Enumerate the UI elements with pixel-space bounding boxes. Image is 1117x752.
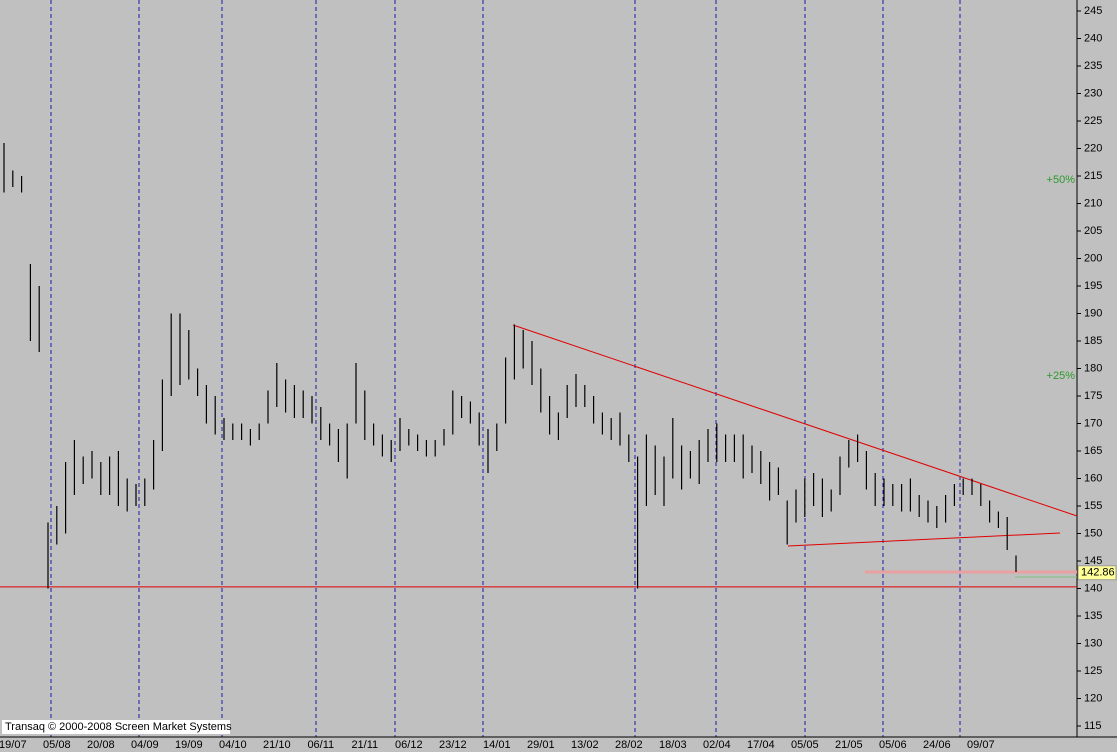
last-price-box	[1077, 565, 1117, 581]
y-tick-label: 120	[1084, 692, 1102, 704]
level-label: +50%	[1047, 174, 1076, 186]
x-tick-label: 06/12	[395, 739, 423, 751]
x-tick-label: 29/01	[527, 739, 555, 751]
y-tick-label: 135	[1084, 610, 1102, 622]
y-tick-label: 165	[1084, 445, 1102, 457]
x-tick-label: 23/12	[439, 739, 467, 751]
y-tick-label: 200	[1084, 252, 1102, 264]
watermark: Transaq © 2000-2008 Screen Market System…	[5, 721, 232, 733]
x-tick-label: 21/10	[263, 739, 291, 751]
y-tick-label: 185	[1084, 335, 1102, 347]
x-tick-label: 06/11	[307, 739, 334, 751]
x-tick-label: 02/04	[703, 739, 731, 751]
trend-line	[512, 324, 1078, 517]
x-tick-label: 18/03	[659, 739, 687, 751]
x-tick-label: 05/06	[879, 739, 907, 751]
y-tick-label: 145	[1084, 555, 1102, 567]
y-tick-label: 245	[1084, 5, 1102, 17]
x-tick-label: 04/09	[131, 739, 159, 751]
x-tick-label: 21/05	[835, 739, 863, 751]
y-tick-label: 140	[1084, 582, 1102, 594]
y-tick-label: 220	[1084, 142, 1102, 154]
x-tick-label: 05/08	[43, 739, 71, 751]
x-tick-label: 19/09	[175, 739, 203, 751]
last-price-label: 142.86	[1081, 567, 1115, 579]
trend-line	[787, 532, 1061, 547]
y-tick-label: 190	[1084, 307, 1102, 319]
x-tick-label: 24/06	[923, 739, 951, 751]
watermark-box	[2, 720, 230, 734]
x-tick-label: 05/05	[791, 739, 819, 751]
x-tick-label: 13/02	[571, 739, 599, 751]
y-tick-label: 150	[1084, 527, 1102, 539]
y-tick-label: 230	[1084, 87, 1102, 99]
x-tick-label: 28/02	[615, 739, 643, 751]
y-tick-label: 160	[1084, 472, 1102, 484]
y-tick-label: 215	[1084, 170, 1102, 182]
y-tick-label: 205	[1084, 225, 1102, 237]
y-tick-label: 180	[1084, 362, 1102, 374]
level-label: +25%	[1047, 370, 1076, 382]
x-tick-label: 04/10	[219, 739, 247, 751]
y-tick-label: 240	[1084, 32, 1102, 44]
y-tick-label: 210	[1084, 197, 1102, 209]
y-tick-label: 130	[1084, 637, 1102, 649]
x-tick-label: 21/11	[351, 739, 378, 751]
x-tick-label: 09/07	[967, 739, 995, 751]
x-tick-label: 19/07	[0, 739, 27, 751]
month-separators	[50, 0, 961, 737]
y-tick-label: 175	[1084, 390, 1102, 402]
y-tick-label: 115	[1084, 720, 1102, 732]
x-tick-label: 17/04	[747, 739, 775, 751]
y-tick-label: 195	[1084, 280, 1102, 292]
y-tick-label: 170	[1084, 417, 1102, 429]
y-tick-label: 155	[1084, 500, 1102, 512]
y-tick-label: 235	[1084, 60, 1102, 72]
x-tick-label: 14/01	[483, 739, 511, 751]
x-tick-label: 20/08	[87, 739, 115, 751]
y-tick-label: 125	[1084, 665, 1102, 677]
y-tick-label: 225	[1084, 115, 1102, 127]
